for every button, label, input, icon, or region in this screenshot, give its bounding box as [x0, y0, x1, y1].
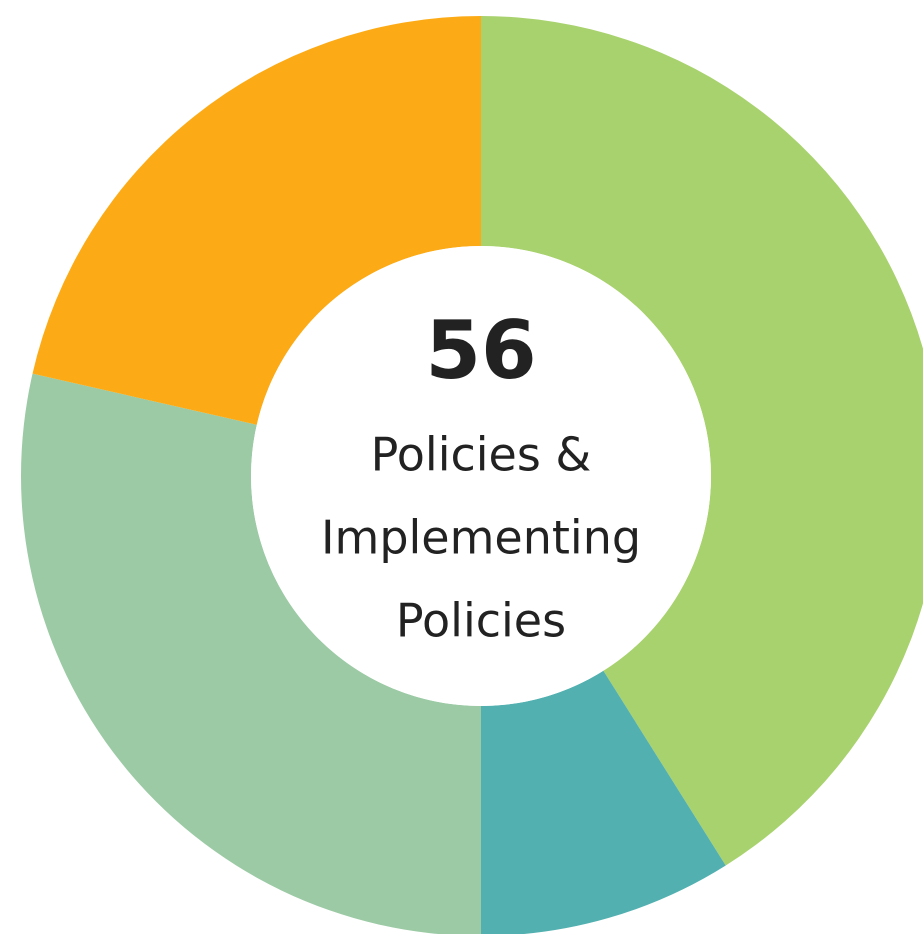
slice — [481, 16, 923, 866]
center-label-line: Implementing — [321, 511, 641, 565]
center-value: 56 — [425, 304, 536, 397]
center-label-line: Policies & — [371, 428, 592, 482]
donut-hole — [251, 246, 711, 706]
slices — [21, 16, 923, 934]
slice — [21, 373, 481, 934]
center-label: Policies & Implementing Policies — [321, 428, 641, 648]
slice — [481, 670, 726, 934]
center-label-line: Policies — [396, 594, 566, 648]
slice — [32, 16, 481, 425]
